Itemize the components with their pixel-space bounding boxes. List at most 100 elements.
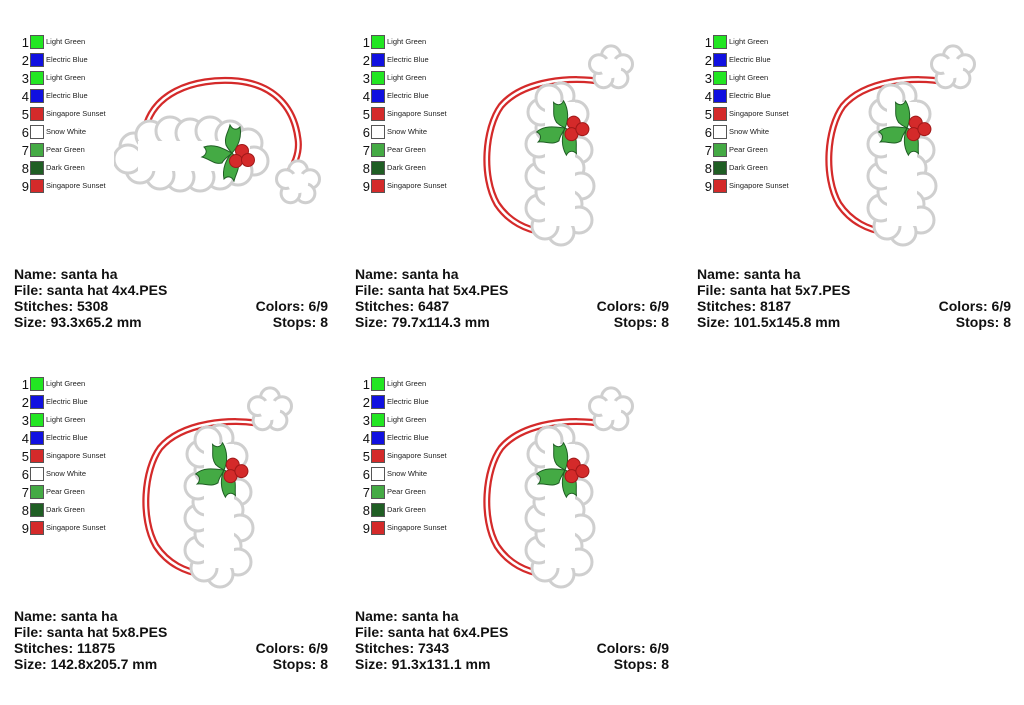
santa-hat-vertical-art: [825, 36, 985, 266]
palette-entry: 7 Pear Green: [19, 142, 149, 160]
palette-number: 5: [21, 449, 29, 464]
design-file: File: santa hat 5x4.PES: [355, 282, 509, 298]
palette-entry: 5 Singapore Sunset: [19, 106, 149, 124]
palette-entry: 1 Light Green: [360, 34, 490, 52]
palette-number: 2: [704, 53, 712, 68]
palette-number: 3: [21, 71, 29, 86]
palette-number: 5: [21, 107, 29, 122]
palette-color-name: Electric Blue: [729, 55, 771, 64]
palette-entry: 8 Dark Green: [360, 160, 490, 178]
palette-number: 6: [704, 125, 712, 140]
color-swatch: [30, 377, 44, 391]
color-palette: 1 Light Green 2 Electric Blue 3 Light Green 4 E…: [360, 376, 490, 538]
palette-color-name: Electric Blue: [387, 55, 429, 64]
palette-color-name: Snow White: [46, 469, 87, 478]
color-swatch: [713, 53, 727, 67]
color-swatch: [30, 179, 44, 193]
palette-entry: 4 Electric Blue: [702, 88, 832, 106]
palette-color-name: Dark Green: [46, 163, 85, 172]
color-swatch: [371, 485, 385, 499]
color-swatch: [30, 503, 44, 517]
palette-entry: 8 Dark Green: [19, 502, 149, 520]
palette-entry: 9 Singapore Sunset: [702, 178, 832, 196]
color-swatch: [371, 71, 385, 85]
design-card-4: 1 Light Green 2 Electric Blue 3 Light Green 4 E…: [14, 350, 334, 672]
palette-number: 3: [704, 71, 712, 86]
design-stitches: Stitches: 6487: [355, 298, 450, 314]
palette-number: 8: [362, 161, 370, 176]
palette-entry: 3 Light Green: [19, 70, 149, 88]
color-swatch: [30, 413, 44, 427]
palette-entry: 1 Light Green: [702, 34, 832, 52]
palette-entry: 7 Pear Green: [702, 142, 832, 160]
palette-color-name: Light Green: [729, 73, 769, 82]
santa-hat-vertical-art: [483, 36, 643, 266]
palette-entry: 1 Light Green: [19, 34, 149, 52]
palette-entry: 4 Electric Blue: [360, 88, 490, 106]
palette-entry: 6 Snow White: [360, 466, 490, 484]
color-palette: 1 Light Green 2 Electric Blue 3 Light Green 4 E…: [360, 34, 490, 196]
palette-color-name: Pear Green: [46, 487, 85, 496]
palette-entry: 7 Pear Green: [19, 484, 149, 502]
color-swatch: [30, 107, 44, 121]
palette-number: 7: [362, 485, 370, 500]
color-swatch: [30, 161, 44, 175]
palette-entry: 5 Singapore Sunset: [19, 448, 149, 466]
palette-number: 6: [362, 467, 370, 482]
color-swatch: [30, 449, 44, 463]
palette-number: 5: [362, 449, 370, 464]
design-stops: Stops: 8: [613, 314, 669, 330]
palette-color-name: Dark Green: [46, 505, 85, 514]
palette-entry: 4 Electric Blue: [19, 88, 149, 106]
design-file: File: santa hat 5x7.PES: [697, 282, 851, 298]
palette-number: 2: [362, 395, 370, 410]
design-stitches: Stitches: 11875: [14, 640, 116, 656]
palette-color-name: Electric Blue: [46, 91, 88, 100]
design-stitches: Stitches: 5308: [14, 298, 109, 314]
palette-color-name: Light Green: [46, 73, 86, 82]
santa-hat-vertical-svg: [483, 44, 635, 247]
palette-number: 4: [21, 431, 29, 446]
color-swatch: [371, 395, 385, 409]
design-size: Size: 142.8x205.7 mm: [14, 656, 158, 672]
design-colors: Colors: 6/9: [938, 298, 1011, 314]
palette-number: 6: [362, 125, 370, 140]
palette-number: 2: [21, 395, 29, 410]
palette-entry: 2 Electric Blue: [19, 394, 149, 412]
palette-color-name: Singapore Sunset: [46, 523, 106, 532]
design-info: Name: santa ha File: santa hat 6x4.PES S…: [355, 608, 669, 672]
palette-color-name: Pear Green: [46, 145, 85, 154]
color-swatch: [371, 143, 385, 157]
design-stops: Stops: 8: [272, 656, 328, 672]
palette-color-name: Singapore Sunset: [729, 109, 789, 118]
palette-number: 8: [21, 161, 29, 176]
design-card-2: 1 Light Green 2 Electric Blue 3 Light Green 4 E…: [355, 8, 675, 330]
palette-entry: 6 Snow White: [19, 124, 149, 142]
palette-entry: 9 Singapore Sunset: [360, 178, 490, 196]
palette-entry: 6 Snow White: [360, 124, 490, 142]
palette-number: 6: [21, 467, 29, 482]
color-swatch: [713, 89, 727, 103]
palette-number: 1: [362, 377, 370, 392]
palette-entry: 8 Dark Green: [702, 160, 832, 178]
color-swatch: [371, 53, 385, 67]
palette-color-name: Electric Blue: [46, 433, 88, 442]
design-card-1: 1 Light Green 2 Electric Blue 3 Light Green 4 E…: [14, 8, 334, 330]
design-info: Name: santa ha File: santa hat 5x8.PES S…: [14, 608, 328, 672]
design-size: Size: 79.7x114.3 mm: [355, 314, 490, 330]
color-swatch: [713, 35, 727, 49]
palette-number: 1: [21, 377, 29, 392]
design-card-3: 1 Light Green 2 Electric Blue 3 Light Green 4 E…: [697, 8, 1017, 330]
palette-number: 1: [21, 35, 29, 50]
palette-number: 8: [362, 503, 370, 518]
color-swatch: [371, 107, 385, 121]
design-name: Name: santa ha: [697, 266, 801, 282]
palette-entry: 2 Electric Blue: [19, 52, 149, 70]
color-swatch: [713, 71, 727, 85]
palette-entry: 8 Dark Green: [360, 502, 490, 520]
santa-hat-horizontal-art: [112, 63, 334, 228]
color-swatch: [371, 377, 385, 391]
palette-color-name: Singapore Sunset: [387, 181, 447, 190]
palette-color-name: Electric Blue: [729, 91, 771, 100]
palette-color-name: Singapore Sunset: [387, 451, 447, 460]
